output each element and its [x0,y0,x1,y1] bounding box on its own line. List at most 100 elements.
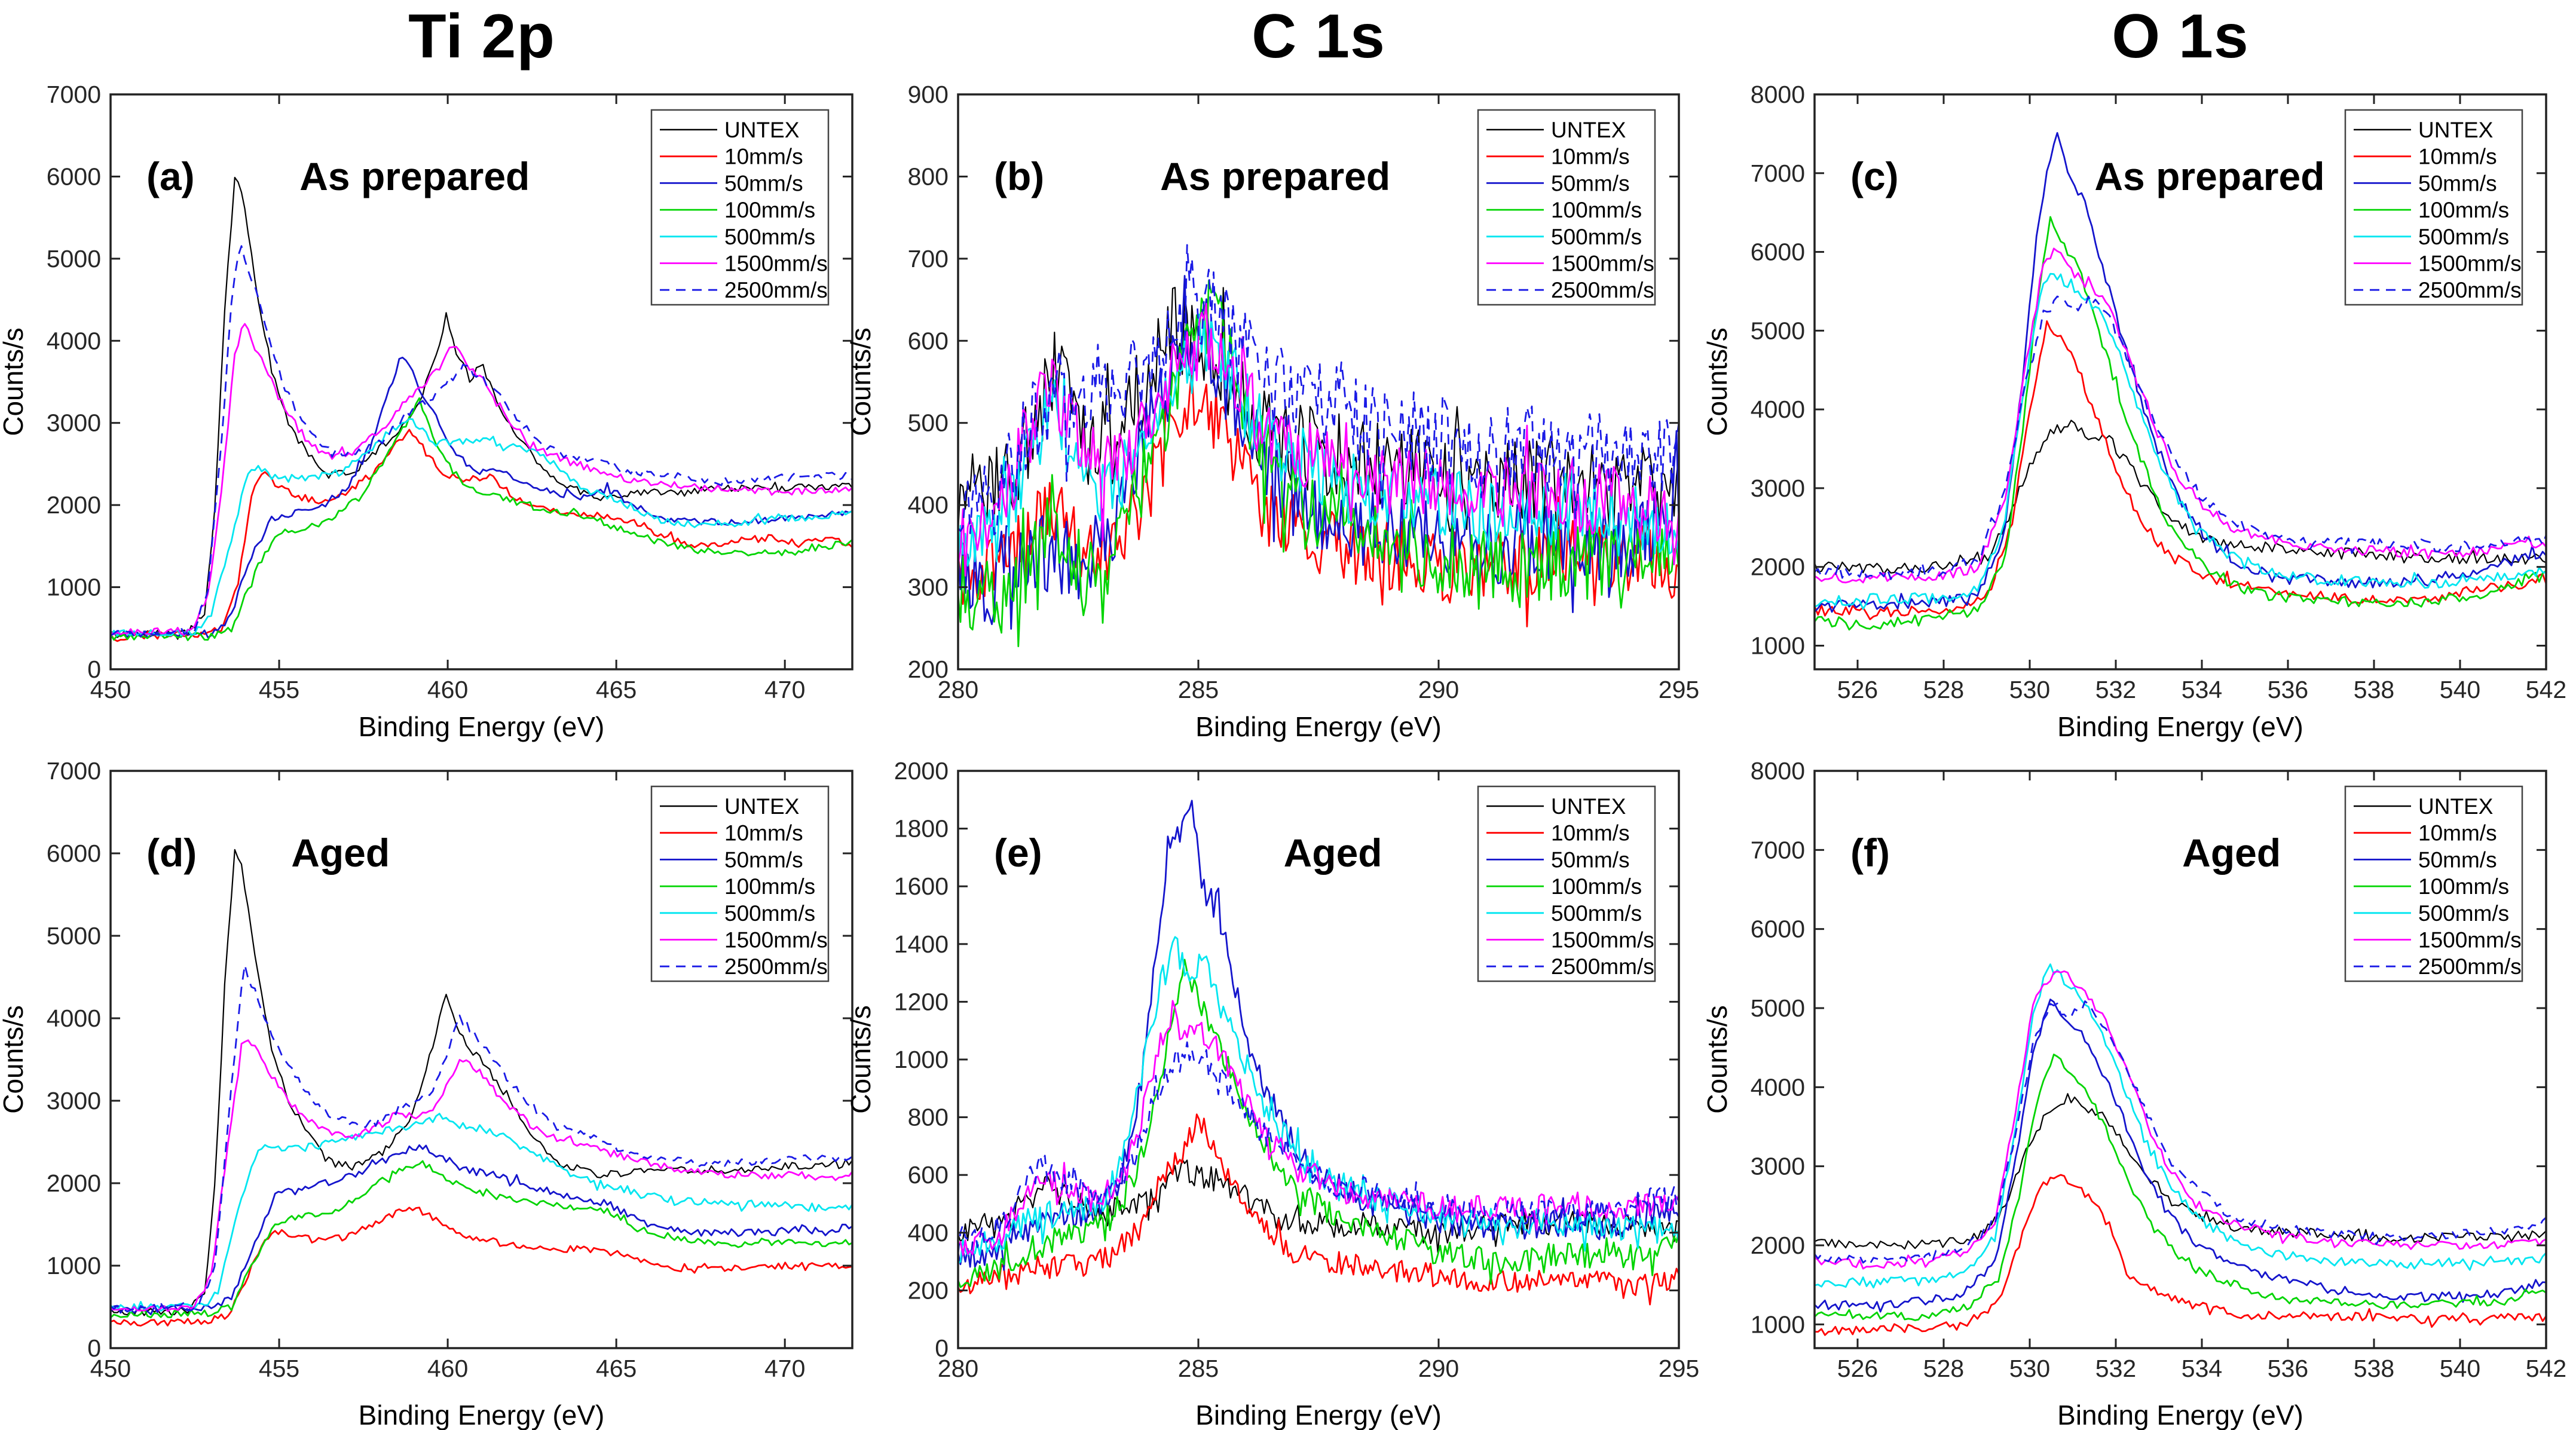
panel-c: 526 528 530 532 534 536 538 540 542 1000 2000 3000 4… [1702,81,2566,742]
y-tick-label: 7000 [47,757,101,785]
x-tick-label: 450 [90,1355,131,1382]
series-group [958,244,1679,647]
series-line-UNTEX [111,849,852,1316]
series-group [1815,131,2546,631]
series-line-UNTEX [1815,419,2546,575]
y-tick-label: 200 [908,656,949,683]
y-tick-label: 3000 [47,409,101,437]
y-tick-label: 7000 [1751,836,1805,863]
x-tick-label: 470 [764,1355,805,1382]
x-tick-label: 542 [2526,1355,2566,1382]
legend-label-100mm/s: 100mm/s [2418,874,2509,899]
panel-letter: (a) [146,154,195,198]
legend-label-50mm/s: 50mm/s [2418,171,2497,195]
legend: UNTEX10mm/s50mm/s100mm/s500mm/s1500mm/s2… [2344,785,2523,982]
y-tick-label: 4000 [47,1005,101,1032]
series-line-100mm/s [958,959,1679,1288]
ticks [109,770,852,1349]
y-tick-label: 5000 [1751,317,1805,344]
series-line-1500mm/s [111,1039,852,1312]
y-tick-label: 6000 [47,163,101,190]
x-tick-label: 455 [259,1355,299,1382]
axes-box [957,93,1680,670]
x-tick-label: 465 [596,676,637,703]
panel-letter: (c) [1850,154,1899,198]
column-title-o-1s: O 1s [2112,2,2249,71]
y-tick-label: 2000 [1751,553,1805,581]
condition-label: As prepared [2094,154,2324,198]
x-tick-label: 542 [2526,676,2566,703]
legend-label-UNTEX: UNTEX [2418,118,2493,142]
panel-letter: (d) [146,831,197,875]
y-tick-label: 600 [908,1161,949,1189]
legend-label-1500mm/s: 1500mm/s [724,252,828,276]
y-tick-label: 1800 [894,815,949,843]
ticks [957,93,1680,670]
series-line-500mm/s [958,936,1679,1264]
legend-label-100mm/s: 100mm/s [1551,874,1642,899]
legend-box [650,785,830,982]
legend-label-10mm/s: 10mm/s [1551,145,1630,169]
series-line-2500mm/s [1815,1000,2546,1265]
legend-label-100mm/s: 100mm/s [724,198,815,222]
legend-label-50mm/s: 50mm/s [1551,171,1630,195]
y-tick-label: 1000 [894,1046,949,1073]
series-line-1500mm/s [1815,970,2546,1270]
legend-label-10mm/s: 10mm/s [724,821,803,846]
legend: UNTEX10mm/s50mm/s100mm/s500mm/s1500mm/s2… [1477,785,1656,982]
y-tick-label: 2000 [1751,1232,1805,1259]
legend-label-500mm/s: 500mm/s [724,901,815,926]
series-line-50mm/s [1815,131,2546,613]
y-tick-label: 5000 [47,245,101,272]
x-tick-label: 532 [2095,1355,2136,1382]
x-tick-label: 528 [1923,1355,1964,1382]
legend-label-2500mm/s: 2500mm/s [1551,278,1654,302]
x-tick-label: 460 [427,1355,468,1382]
series-line-10mm/s [1815,320,2546,620]
series-line-100mm/s [111,397,852,641]
series-line-50mm/s [111,1144,852,1315]
y-tick-label: 400 [908,1219,949,1247]
series-group [111,849,852,1327]
x-tick-label: 460 [427,676,468,703]
x-tick-label: 526 [1837,1355,1878,1382]
legend-label-50mm/s: 50mm/s [2418,847,2497,872]
x-tick-label: 530 [2009,1355,2050,1382]
panel-e: 280 285 290 295 0 200 400 600 800 1000 1200 1400 160… [845,757,1699,1430]
legend-label-UNTEX: UNTEX [1551,794,1626,819]
x-axis-label: Binding Energy (eV) [359,711,605,742]
y-axis-label: Counts/s [0,327,29,436]
series-line-UNTEX [111,176,852,640]
legend-label-2500mm/s: 2500mm/s [724,954,828,979]
x-tick-label: 532 [2095,676,2136,703]
condition-label: Aged [291,831,390,875]
condition-label: Aged [2182,831,2281,875]
condition-label: As prepared [299,154,530,198]
legend: UNTEX10mm/s50mm/s100mm/s500mm/s1500mm/s2… [1477,109,1656,306]
legend-label-2500mm/s: 2500mm/s [2418,954,2522,979]
series-line-500mm/s [111,418,852,638]
axes-box [1813,770,2547,1349]
x-axis-label: Binding Energy (eV) [1195,1400,1442,1430]
y-tick-label: 0 [87,1334,101,1362]
x-tick-label: 450 [90,676,131,703]
series-line-2500mm/s [958,244,1679,535]
series-line-2500mm/s [111,964,852,1313]
legend-label-100mm/s: 100mm/s [1551,198,1642,222]
legend-box [2344,785,2523,982]
x-tick-label: 534 [2182,1355,2222,1382]
legend-box [2344,109,2523,306]
x-tick-label: 285 [1178,676,1219,703]
y-tick-label: 1000 [1751,1310,1805,1338]
legend-label-1500mm/s: 1500mm/s [1551,252,1654,276]
y-tick-label: 6000 [47,840,101,867]
y-axis-label: Counts/s [1702,327,1733,436]
y-tick-label: 700 [908,245,949,272]
legend-label-500mm/s: 500mm/s [2418,225,2509,249]
y-axis-label: Counts/s [0,1005,29,1114]
panel-f: 526 528 530 532 534 536 538 540 542 1000 2000 3000 4… [1702,757,2566,1430]
y-tick-label: 1200 [894,988,949,1015]
